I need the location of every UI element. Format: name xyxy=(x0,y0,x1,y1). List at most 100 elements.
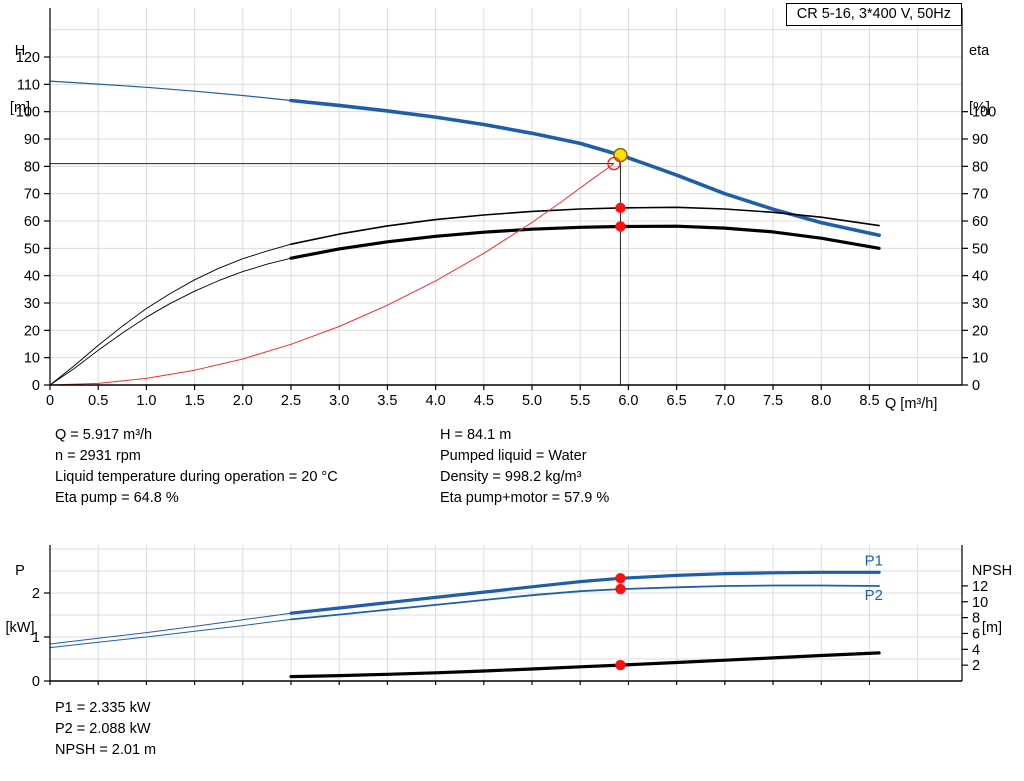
svg-text:40: 40 xyxy=(972,269,988,285)
pump-model-title: CR 5-16, 3*400 V, 50Hz xyxy=(785,3,962,26)
svg-text:80: 80 xyxy=(972,159,988,175)
series-p1-curve xyxy=(49,570,881,645)
svg-text:60: 60 xyxy=(972,214,988,230)
h-axis-label-symbol: H xyxy=(14,43,26,59)
svg-text:50: 50 xyxy=(972,241,988,257)
svg-text:6.5: 6.5 xyxy=(667,393,687,409)
svg-text:40: 40 xyxy=(24,269,40,285)
svg-text:100: 100 xyxy=(972,105,996,121)
svg-text:50: 50 xyxy=(24,241,40,257)
svg-text:6: 6 xyxy=(972,626,980,642)
svg-text:10: 10 xyxy=(972,351,988,367)
svg-text:30: 30 xyxy=(24,296,40,312)
series-eta-pump-motor-curve xyxy=(49,224,881,386)
power-npsh-chart-grid xyxy=(50,545,962,681)
series-eta-pump-curve xyxy=(49,206,880,386)
svg-text:6.0: 6.0 xyxy=(618,393,638,409)
svg-text:1.5: 1.5 xyxy=(185,393,205,409)
svg-text:3.5: 3.5 xyxy=(377,393,397,409)
info-eta-pump-motor: Eta pump+motor = 57.9 % xyxy=(440,490,610,506)
series-head-curve xyxy=(49,80,881,237)
qh-eta-chart: 0 10 20 30 40 50 60 70 80 90 100 110 120 0 10 20 30 40 50 6… xyxy=(16,8,996,409)
svg-text:0.5: 0.5 xyxy=(88,393,108,409)
operating-point-marker xyxy=(615,221,626,232)
eta-axis-label: eta [%] xyxy=(969,4,1021,137)
actual-duty-point-marker xyxy=(613,147,628,163)
svg-text:4: 4 xyxy=(972,642,980,658)
series-npsh-curve xyxy=(289,651,881,679)
svg-text:90: 90 xyxy=(972,132,988,148)
svg-text:8.0: 8.0 xyxy=(811,393,831,409)
p-axis-label: P [kW] xyxy=(0,524,40,657)
p-axis-label-unit: [kW] xyxy=(5,620,35,636)
svg-text:5.0: 5.0 xyxy=(522,393,542,409)
svg-text:0: 0 xyxy=(972,378,980,394)
svg-text:10: 10 xyxy=(972,595,988,611)
svg-text:1.0: 1.0 xyxy=(136,393,156,409)
eta-axis-label-symbol: eta xyxy=(969,43,990,59)
svg-text:5.5: 5.5 xyxy=(570,393,590,409)
info-npsh: NPSH = 2.01 m xyxy=(55,742,157,758)
qh-eta-chart-grid xyxy=(50,8,962,385)
operating-point-marker xyxy=(615,202,626,214)
power-info: P1 = 2.335 kW P2 = 2.088 kW NPSH = 2.01 … xyxy=(55,698,156,761)
info-density: Density = 998.2 kg/m³ xyxy=(440,469,582,485)
svg-text:20: 20 xyxy=(972,323,988,339)
svg-text:30: 30 xyxy=(972,296,988,312)
series-system-curve xyxy=(49,163,615,386)
series-label-p2: P2 xyxy=(865,587,883,604)
npsh-axis-label-unit: [m] xyxy=(981,620,1003,636)
q-axis-label: Q [m³/h] xyxy=(885,396,938,412)
svg-text:2.0: 2.0 xyxy=(233,393,253,409)
svg-text:80: 80 xyxy=(24,159,40,175)
svg-text:1: 1 xyxy=(32,630,40,646)
svg-text:20: 20 xyxy=(24,323,40,339)
svg-text:12: 12 xyxy=(972,579,988,595)
svg-text:3.0: 3.0 xyxy=(329,393,349,409)
duty-info-left: Q = 5.917 m³/h n = 2931 rpm Liquid tempe… xyxy=(55,425,338,509)
operating-point-marker xyxy=(615,583,626,595)
svg-text:70: 70 xyxy=(972,187,988,203)
svg-text:4.5: 4.5 xyxy=(474,393,494,409)
npsh-axis-label-symbol: NPSH xyxy=(971,563,1013,579)
h-axis-label-unit: [m] xyxy=(9,100,31,116)
svg-text:70: 70 xyxy=(24,187,40,203)
npsh-axis-label: NPSH [m] xyxy=(964,524,1020,657)
operating-point-marker xyxy=(615,659,626,671)
info-eta-pump: Eta pump = 64.8 % xyxy=(55,490,179,506)
svg-text:0: 0 xyxy=(32,378,40,394)
series-label-p1: P1 xyxy=(865,553,883,570)
info-n: n = 2931 rpm xyxy=(55,448,141,464)
svg-text:0: 0 xyxy=(46,393,54,409)
svg-text:120: 120 xyxy=(16,50,40,66)
info-h: H = 84.1 m xyxy=(440,427,512,443)
svg-text:8: 8 xyxy=(972,611,980,627)
svg-text:4.0: 4.0 xyxy=(426,393,446,409)
info-pumped-liquid: Pumped liquid = Water xyxy=(440,448,587,464)
svg-text:8.5: 8.5 xyxy=(859,393,879,409)
svg-text:2.5: 2.5 xyxy=(281,393,301,409)
p-axis-label-symbol: P xyxy=(15,563,25,579)
svg-text:110: 110 xyxy=(17,77,40,93)
duty-info-right: H = 84.1 m Pumped liquid = Water Density… xyxy=(440,425,609,509)
svg-text:100: 100 xyxy=(16,105,40,121)
info-q: Q = 5.917 m³/h xyxy=(55,427,153,443)
qh-eta-chart-ticks: 0 10 20 30 40 50 60 70 80 90 100 110 120 0 10 20 30 40 50 6… xyxy=(16,50,996,409)
requested-duty-point-marker xyxy=(607,156,621,171)
info-liquid-temp: Liquid temperature during operation = 20… xyxy=(55,469,338,485)
info-p2: P2 = 2.088 kW xyxy=(55,721,151,737)
svg-text:7.0: 7.0 xyxy=(715,393,735,409)
svg-text:0: 0 xyxy=(32,674,40,690)
svg-text:10: 10 xyxy=(24,351,40,367)
svg-text:2: 2 xyxy=(972,658,980,674)
h-axis-label: H [m] xyxy=(0,4,40,137)
eta-axis-label-unit: [%] xyxy=(969,100,990,116)
svg-text:60: 60 xyxy=(24,214,40,230)
svg-text:2: 2 xyxy=(32,586,40,602)
svg-text:7.5: 7.5 xyxy=(763,393,783,409)
operating-point-marker xyxy=(615,573,626,584)
info-p1: P1 = 2.335 kW xyxy=(55,700,151,716)
